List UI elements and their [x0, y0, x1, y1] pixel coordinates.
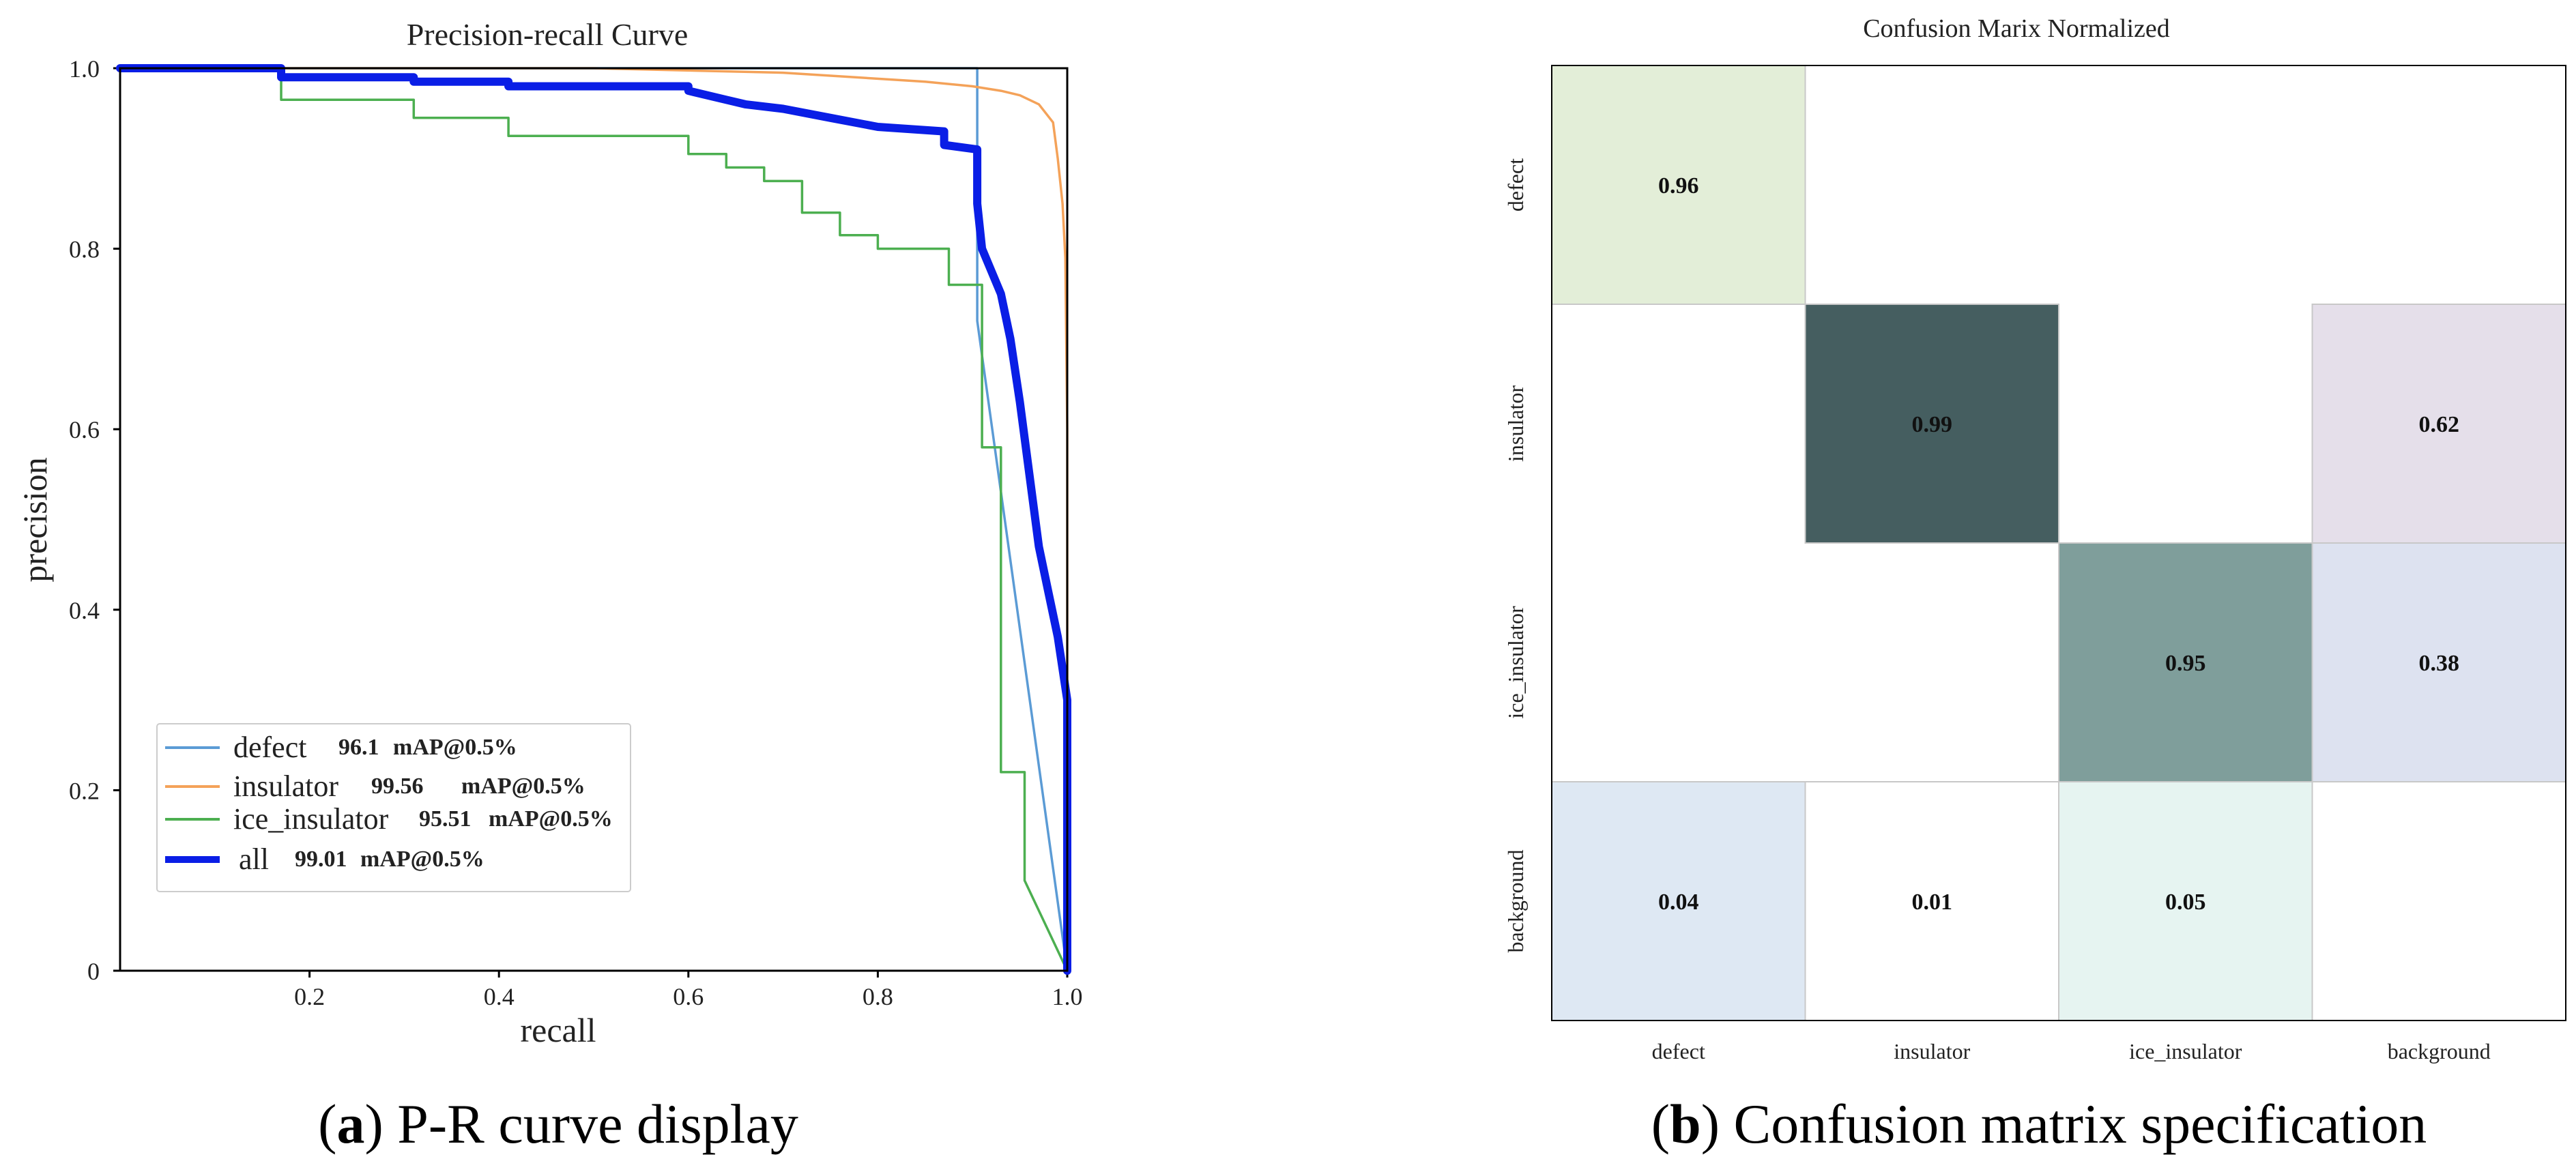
confusion-matrix-chart: Confusion Marix Normalized 0.960.99 0.620…: [1503, 14, 2566, 1063]
pr-plot-frame: [119, 67, 1069, 972]
legend-metric-insulator: mAP@0.5%: [461, 774, 585, 799]
pr-series-ice-insulator: [119, 67, 1069, 972]
pr-x-tick-label: 0.8: [863, 983, 893, 1010]
caption-b-text: (b) Confusion matrix specification: [1651, 1093, 2427, 1155]
pr-x-tick-label: 1.0: [1052, 983, 1083, 1010]
pr-y-tick-label: 0.4: [69, 597, 100, 624]
cm-cell-value: 0.95: [2165, 651, 2206, 676]
caption-a-text: (a) P-R curve display: [318, 1093, 798, 1155]
legend-label-insulator: insulator: [233, 769, 338, 803]
cm-cell-background-defect: [1551, 781, 1806, 1021]
cm-col-label-insulator: insulator: [1894, 1039, 1970, 1063]
legend-metric-defect: mAP@0.5%: [393, 735, 517, 760]
cm-chart-title: Confusion Marix Normalized: [1863, 14, 2170, 43]
cm-cell-ice-insulator-ice-insulator: [2058, 542, 2313, 782]
cm-cells: 0.96 0.99 0.62 0.95 0.38 0.04 0.01 0.05: [1551, 65, 2566, 1021]
caption-b-body: Confusion matrix specification: [1720, 1093, 2427, 1155]
legend-item-defect: defect 96.1 mAP@0.5%: [165, 731, 517, 764]
cm-row-label-background: background: [1503, 849, 1528, 952]
cm-cell-ice-insulator-background: [2311, 542, 2566, 782]
legend-score-insulator: 99.56: [371, 774, 424, 799]
pr-curve-chart: Precision-recall Curve 00.20.40.60.81.0 …: [16, 17, 1083, 1049]
legend-score-all: 99.01: [295, 847, 347, 872]
cm-row-label-ice-insulator: ice_insulator: [1503, 606, 1528, 719]
cm-cell-value: 0.62: [2419, 412, 2460, 437]
legend-label-ice-insulator: ice_insulator: [233, 802, 389, 836]
caption-b-letter: b: [1670, 1093, 1701, 1155]
pr-y-tick-label: 0.2: [69, 777, 100, 804]
cm-cell-value: 0.99: [1912, 412, 1953, 437]
pr-x-axis-label: recall: [520, 1011, 596, 1049]
pr-y-tick-labels: 0 0.2 0.4 0.6 0.8 1.0: [69, 55, 100, 985]
caption-a: (a) P-R curve display: [318, 1093, 798, 1155]
legend-metric-ice-insulator: mAP@0.5%: [489, 806, 613, 832]
cm-cell-insulator-insulator: [1804, 304, 2059, 544]
cm-frame: [1551, 65, 2566, 1021]
cm-cell-defect-defect: [1551, 65, 1806, 305]
pr-y-tick-label: 0: [87, 958, 100, 985]
caption-b: (b) Confusion matrix specification: [1651, 1093, 2427, 1155]
cm-cell-value: 0.01: [1912, 890, 1953, 915]
pr-x-tick-label: 0.2: [294, 983, 325, 1010]
cm-row-labels: defect insulator ice_insulator background: [1503, 158, 1528, 953]
legend-label-all: all: [239, 842, 269, 876]
cm-cell-insulator-background: [2311, 304, 2566, 544]
pr-y-tick-label: 1.0: [69, 55, 100, 83]
caption-a-body: P-R curve display: [383, 1093, 798, 1155]
legend-item-insulator: insulator 99.56 mAP@0.5%: [165, 769, 585, 803]
cm-cell-value: 0.05: [2165, 890, 2206, 915]
cm-col-label-background: background: [2388, 1039, 2491, 1063]
legend-item-ice-insulator: ice_insulator 95.51 mAP@0.5%: [165, 802, 613, 836]
pr-series-insulator: [119, 67, 1069, 972]
legend-label-defect: defect: [233, 731, 306, 764]
legend-score-ice-insulator: 95.51: [419, 806, 472, 832]
cm-cell-background-insulator: [1804, 781, 2059, 1021]
pr-y-tick-label: 0.8: [69, 236, 100, 263]
cm-col-label-defect: defect: [1652, 1039, 1705, 1063]
pr-x-tick-labels: 0.2 0.4 0.6 0.8 1.0: [294, 983, 1082, 1010]
cm-col-label-ice-insulator: ice_insulator: [2129, 1039, 2242, 1063]
cm-cell-value: 0.96: [1658, 173, 1699, 199]
cm-col-labels: defect insulator ice_insulator background: [1652, 1039, 2491, 1063]
legend-item-all: all 99.01 mAP@0.5%: [165, 842, 484, 876]
caption-a-letter: a: [336, 1093, 364, 1155]
legend-metric-all: mAP@0.5%: [360, 847, 484, 872]
legend-score-defect: 96.1: [338, 735, 379, 760]
pr-x-tick-label: 0.4: [484, 983, 515, 1010]
pr-legend-box: [156, 723, 631, 892]
pr-chart-title: Precision-recall Curve: [407, 17, 689, 52]
pr-legend: defect 96.1 mAP@0.5% insulator 99.56 mAP…: [156, 723, 631, 892]
cm-cell-background-ice-insulator: [2058, 781, 2313, 1021]
pr-y-axis-label: precision: [16, 457, 54, 582]
cm-cell-value: 0.04: [1658, 890, 1699, 915]
cm-row-label-insulator: insulator: [1503, 385, 1528, 462]
pr-y-tick-label: 0.6: [69, 416, 100, 443]
pr-series-all: [116, 64, 1071, 975]
pr-x-tick-label: 0.6: [673, 983, 704, 1010]
cm-row-label-defect: defect: [1503, 158, 1528, 211]
cm-cell-value: 0.38: [2419, 651, 2460, 676]
